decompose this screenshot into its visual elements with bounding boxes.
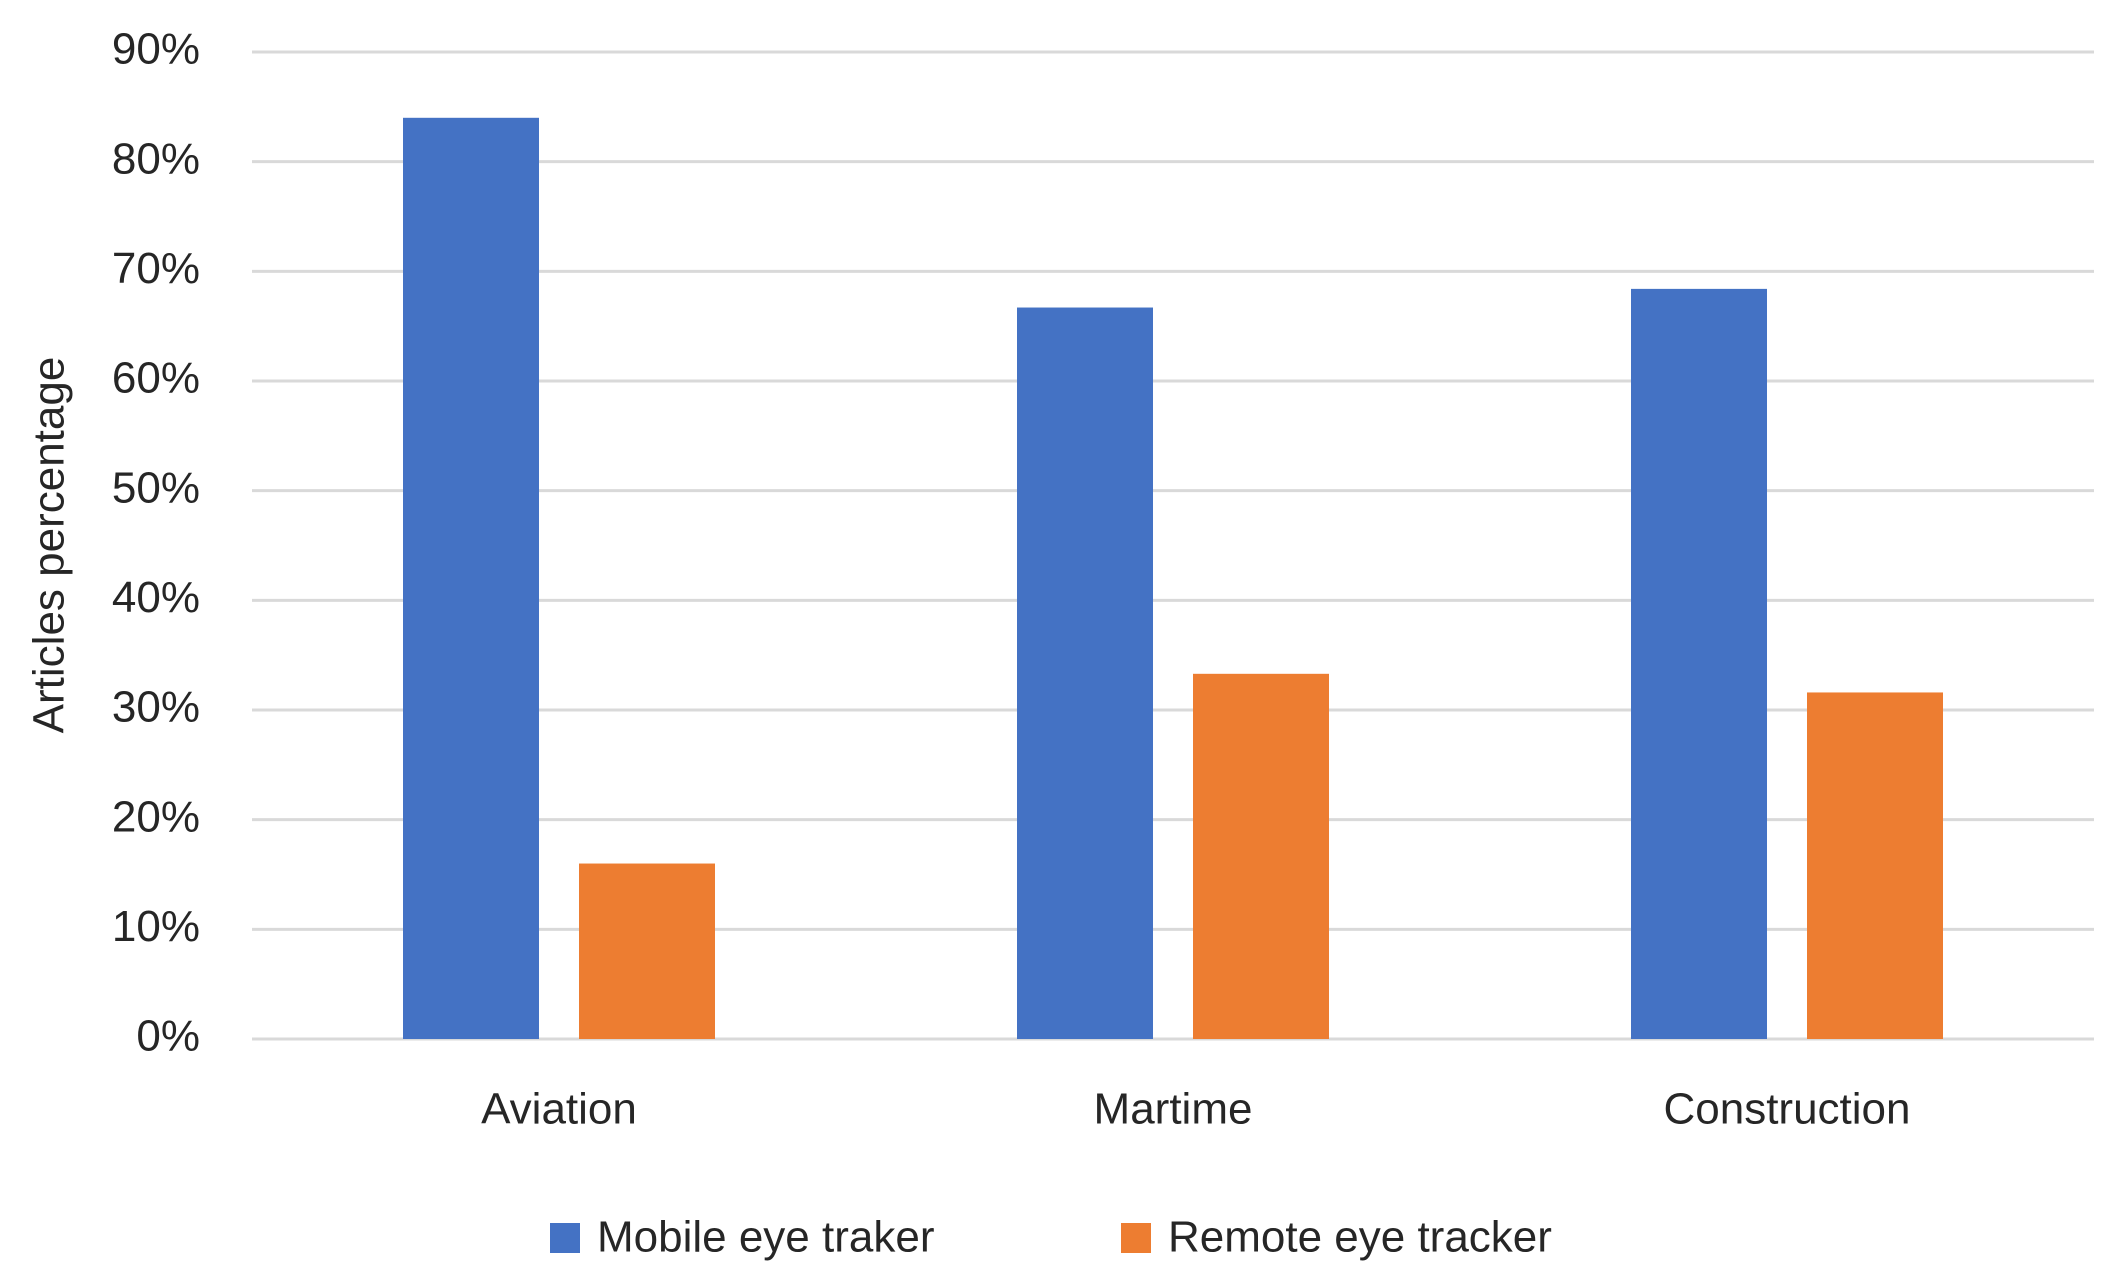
legend-swatch	[550, 1223, 580, 1253]
y-tick-label: 20%	[112, 792, 200, 841]
bar	[1807, 692, 1943, 1039]
y-tick-label: 50%	[112, 463, 200, 512]
y-tick-label: 90%	[112, 25, 200, 74]
y-tick-label: 60%	[112, 354, 200, 403]
x-tick-label: Aviation	[481, 1085, 637, 1134]
bar	[1017, 307, 1153, 1040]
legend-swatch	[1121, 1223, 1151, 1253]
bar	[579, 863, 715, 1039]
y-tick-label: 40%	[112, 573, 200, 622]
bar	[1631, 288, 1767, 1039]
y-tick-label: 30%	[112, 683, 200, 732]
y-tick-label: 0%	[136, 1012, 200, 1061]
x-tick-label: Martime	[1094, 1085, 1253, 1134]
y-tick-label: 80%	[112, 134, 200, 183]
bar	[403, 117, 539, 1040]
bar	[1193, 673, 1329, 1039]
y-tick-label: 10%	[112, 902, 200, 951]
legend-label: Remote eye tracker	[1168, 1213, 1552, 1262]
y-tick-label: 70%	[112, 244, 200, 293]
x-tick-label: Construction	[1663, 1085, 1910, 1134]
legend-label: Mobile eye traker	[597, 1213, 934, 1262]
y-axis-title: Articles percentage	[25, 357, 74, 734]
